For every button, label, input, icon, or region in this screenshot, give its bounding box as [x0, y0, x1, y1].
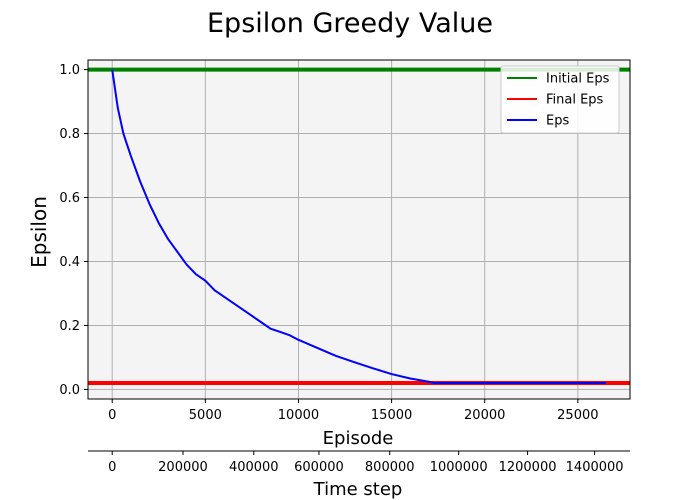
secondary-x-tick-label: 600000 — [294, 460, 344, 475]
x-tick-label: 10000 — [278, 408, 319, 423]
series-line-eps — [111, 69, 606, 385]
y-axis-label: Epsilon — [27, 196, 51, 268]
secondary-x-tick-label: 1400000 — [566, 460, 624, 475]
plot-frame — [87, 59, 631, 400]
y-tick-label: 0.4 — [59, 255, 80, 270]
legend: Initial Eps Final Eps Eps — [500, 65, 620, 134]
secondary-x-tick-label: 1200000 — [499, 460, 557, 475]
x-axis-label: Episode — [323, 428, 394, 449]
y-tick-label: 0.0 — [59, 383, 80, 398]
secondary-x-tick-label: 200000 — [158, 460, 208, 475]
x-tick-label: 20000 — [464, 408, 505, 423]
x-tick-label: 5000 — [189, 408, 222, 423]
secondary-x-axis-label: Time step — [313, 479, 403, 500]
chart-title: Epsilon Greedy Value — [207, 8, 493, 39]
secondary-x-tick-label: 1000000 — [430, 460, 488, 475]
secondary-x-tick-label: 400000 — [229, 460, 279, 475]
legend-label: Final Eps — [546, 93, 604, 108]
legend-label: Eps — [546, 114, 569, 129]
x-tick-label: 0 — [108, 408, 116, 423]
y-tick-label: 1.0 — [59, 63, 80, 78]
x-tick-label: 25000 — [557, 408, 598, 423]
legend-box — [500, 65, 620, 134]
y-tick-label: 0.6 — [59, 191, 80, 206]
y-tick-label: 0.2 — [59, 319, 80, 334]
legend-label: Initial Eps — [546, 72, 610, 87]
secondary-x-tick-label: 800000 — [365, 460, 415, 475]
x-tick-label: 15000 — [371, 408, 412, 423]
secondary-x-tick-label: 0 — [108, 460, 116, 475]
y-tick-label: 0.8 — [59, 127, 80, 142]
